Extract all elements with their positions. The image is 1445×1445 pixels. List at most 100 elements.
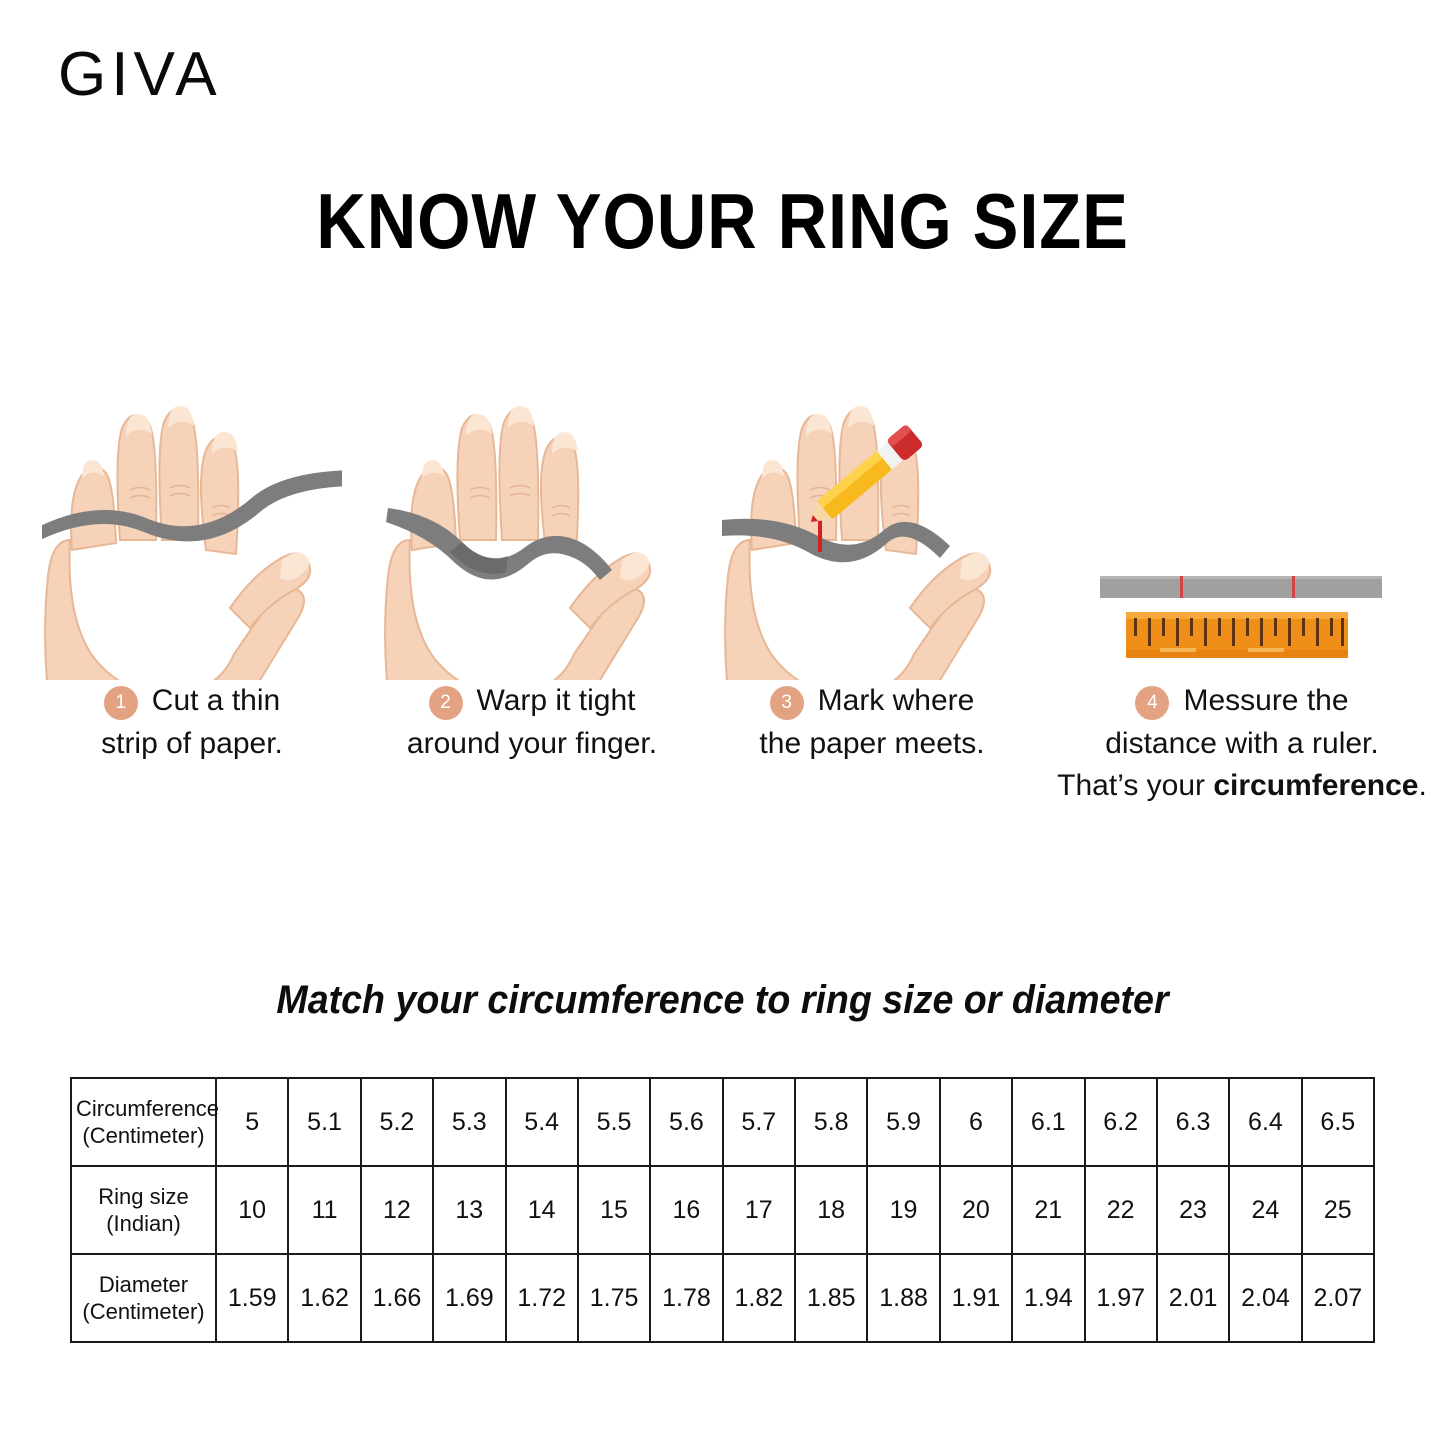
- row-label-line-2: (Centimeter): [82, 1123, 205, 1148]
- table-row: Circumference (Centimeter) 5 5.1 5.2 5.3 5.4 5.…: [70, 1077, 1376, 1167]
- table-cell-r0-c0: 5: [214, 1077, 290, 1167]
- row-label-line-1: Ring size: [98, 1183, 189, 1209]
- steps-row: 1 Cut a thin strip of paper.: [0, 380, 1445, 850]
- mark-line-right: [1292, 576, 1295, 598]
- table-cell-r2-c4: 1.72: [504, 1253, 579, 1343]
- table-cell-r2-c5: 1.75: [576, 1253, 652, 1343]
- table-cell-r2-c0: 1.59: [214, 1253, 290, 1343]
- step-3-caption: 3 Mark where the paper meets.: [702, 680, 1042, 765]
- step-1-line-2: strip of paper.: [101, 726, 283, 760]
- row-label-line-1: Circumference: [76, 1095, 220, 1121]
- table-cell-r0-c13: 6.3: [1155, 1077, 1231, 1167]
- hand-strip-wrapped-icon: [384, 406, 652, 680]
- table-row: Ring size (Indian) 10 11 12 13 14 15 16 17 18 19 20 2…: [70, 1165, 1376, 1255]
- step-1: 1 Cut a thin strip of paper.: [22, 380, 362, 850]
- step-4-line-3-bold: circumference: [1213, 769, 1419, 803]
- table-cell-r0-c6: 5.6: [649, 1077, 724, 1167]
- table-cell-r0-c8: 5.8: [793, 1077, 869, 1167]
- table-cell-r2-c1: 1.62: [287, 1253, 362, 1343]
- step-3: 3 Mark where the paper meets.: [702, 380, 1042, 850]
- step-3-line-2: the paper meets.: [759, 726, 985, 760]
- table-cell-r2-c2: 1.66: [359, 1253, 435, 1343]
- step-2-line-2: around your finger.: [406, 726, 658, 760]
- row-label-line-2: (Indian): [106, 1211, 181, 1236]
- table-cell-r0-c7: 5.7: [721, 1077, 797, 1167]
- step-4-line-3-suffix: .: [1418, 769, 1427, 803]
- table-cell-r0-c3: 5.3: [432, 1077, 507, 1167]
- step-4-caption: 4 Messure the distance with a ruler. That…: [1052, 680, 1432, 808]
- step-4: 4 Messure the distance with a ruler. That…: [1052, 380, 1432, 850]
- step-4-illustration: [1052, 380, 1432, 680]
- table-cell-r1-c5: 15: [576, 1165, 652, 1255]
- table-cell-r1-c14: 24: [1228, 1165, 1303, 1255]
- step-4-badge: 4: [1135, 686, 1170, 720]
- table-cell-r1-c0: 10: [214, 1165, 290, 1255]
- size-table-wrapper: Circumference (Centimeter) 5 5.1 5.2 5.3 5.4 5.…: [70, 1077, 1376, 1343]
- table-cell-r0-c14: 6.4: [1228, 1077, 1303, 1167]
- table-cell-r1-c11: 21: [1011, 1165, 1086, 1255]
- step-4-line-2: distance with a ruler.: [1105, 726, 1379, 760]
- step-2-badge: 2: [428, 686, 463, 720]
- hand-pencil-mark-icon: [722, 406, 992, 680]
- table-cell-r0-c12: 6.2: [1083, 1077, 1158, 1167]
- mark-line-left: [1180, 576, 1183, 598]
- table-cell-r1-c8: 18: [793, 1165, 869, 1255]
- step-1-line-1: Cut a thin: [151, 684, 281, 717]
- row-label-line-1: Diameter: [98, 1271, 189, 1297]
- table-cell-r2-c8: 1.85: [793, 1253, 869, 1343]
- step-4-line-1: Messure the: [1183, 684, 1349, 717]
- table-cell-r1-c9: 19: [866, 1165, 941, 1255]
- step-3-illustration: [702, 380, 1042, 680]
- table-cell-r2-c12: 1.97: [1083, 1253, 1158, 1343]
- table-row: Diameter (Centimeter) 1.59 1.62 1.66 1.69 1.72…: [70, 1253, 1376, 1343]
- ring-size-table: Circumference (Centimeter) 5 5.1 5.2 5.3 5.4 5.…: [70, 1077, 1376, 1343]
- step-3-line-1: Mark where: [817, 684, 975, 717]
- ruler-icon: [1126, 612, 1348, 658]
- table-cell-r2-c11: 1.94: [1011, 1253, 1086, 1343]
- step-3-badge: 3: [769, 686, 804, 720]
- table-cell-r1-c10: 20: [938, 1165, 1014, 1255]
- table-cell-r0-c4: 5.4: [504, 1077, 579, 1167]
- page-title: KNOW YOUR RING SIZE: [316, 177, 1129, 265]
- paper-strip: [722, 518, 950, 563]
- paper-strip: [1100, 576, 1382, 598]
- table-cell-r2-c14: 2.04: [1228, 1253, 1303, 1343]
- table-cell-r0-c15: 6.5: [1300, 1077, 1376, 1167]
- table-cell-r0-c2: 5.2: [359, 1077, 435, 1167]
- table-cell-r2-c3: 1.69: [432, 1253, 507, 1343]
- paper-strip: [42, 470, 342, 542]
- table-cell-r0-c1: 5.1: [287, 1077, 362, 1167]
- step-2-line-1: Warp it tight: [476, 684, 636, 717]
- row-label-line-2: (Centimeter): [82, 1299, 205, 1324]
- table-cell-r1-c2: 12: [359, 1165, 435, 1255]
- row-label-0: Circumference (Centimeter): [70, 1077, 220, 1167]
- giva-logo: GIVA: [58, 40, 222, 109]
- hand-with-paper-strip-icon: [42, 406, 342, 680]
- table-cell-r2-c13: 2.01: [1155, 1253, 1231, 1343]
- table-cell-r2-c10: 1.91: [938, 1253, 1014, 1343]
- table-cell-r0-c9: 5.9: [866, 1077, 941, 1167]
- table-cell-r1-c12: 22: [1083, 1165, 1158, 1255]
- step-1-caption: 1 Cut a thin strip of paper.: [22, 680, 362, 765]
- step-2-illustration: [362, 380, 702, 680]
- table-cell-r1-c3: 13: [432, 1165, 507, 1255]
- table-cell-r2-c7: 1.82: [721, 1253, 797, 1343]
- step-1-badge: 1: [103, 686, 138, 720]
- table-subtitle: Match your circumference to ring size or…: [276, 978, 1169, 1022]
- ruler-measuring-strip-icon: [1100, 576, 1382, 658]
- pencil-icon: [810, 425, 923, 522]
- table-cell-r1-c1: 11: [287, 1165, 362, 1255]
- table-cell-r0-c5: 5.5: [576, 1077, 652, 1167]
- table-cell-r0-c10: 6: [938, 1077, 1014, 1167]
- mark-line: [818, 520, 822, 552]
- table-cell-r2-c15: 2.07: [1300, 1253, 1376, 1343]
- table-cell-r2-c6: 1.78: [649, 1253, 724, 1343]
- step-1-illustration: [22, 380, 362, 680]
- table-cell-r1-c15: 25: [1300, 1165, 1376, 1255]
- table-cell-r1-c4: 14: [504, 1165, 579, 1255]
- table-cell-r0-c11: 6.1: [1011, 1077, 1086, 1167]
- row-label-2: Diameter (Centimeter): [70, 1253, 217, 1343]
- step-4-line-3: That’s your circumference.: [1052, 765, 1432, 808]
- table-cell-r1-c6: 16: [649, 1165, 724, 1255]
